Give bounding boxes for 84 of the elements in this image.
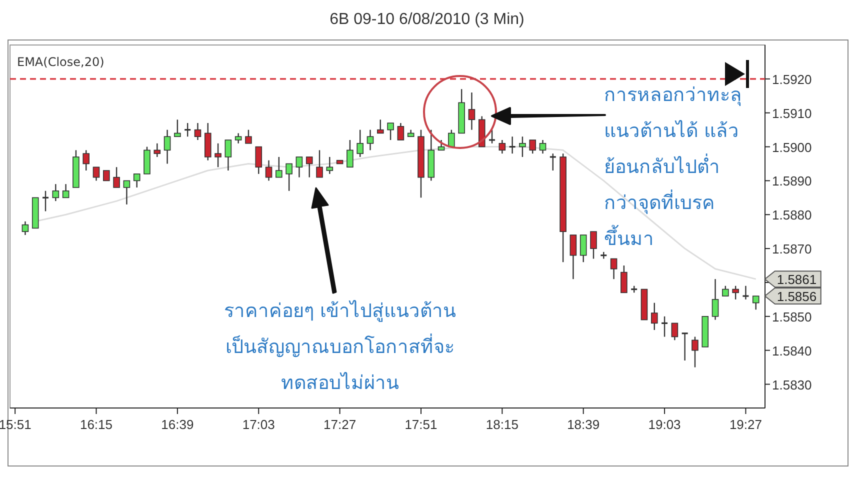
candlestick	[164, 129, 171, 164]
candlestick	[712, 278, 719, 320]
candlestick	[570, 234, 577, 280]
y-tick-label: 1.5890	[772, 174, 812, 189]
x-tick-label: 17:03	[242, 417, 275, 432]
candlestick	[722, 285, 729, 297]
x-tick-label: 18:15	[486, 417, 518, 432]
candlestick	[62, 183, 70, 198]
candlestick	[113, 166, 120, 188]
candlestick	[448, 129, 455, 148]
candlestick	[519, 136, 526, 158]
candlestick	[22, 220, 29, 236]
candlestick	[752, 295, 760, 310]
annotation: 1.5856	[776, 289, 817, 304]
candlestick	[387, 122, 394, 141]
y-tick-label: 1.5920	[772, 72, 812, 87]
candlestick	[590, 230, 597, 260]
candlestick	[549, 152, 557, 172]
candlestick	[52, 183, 60, 202]
y-tick-label: 1.5850	[772, 309, 812, 324]
candlestick	[468, 92, 476, 130]
candlestick	[681, 332, 689, 362]
candlestick	[742, 285, 750, 300]
candlestick	[265, 160, 272, 182]
annotation: EMA(Close,20)	[17, 55, 104, 69]
x-tick-label: 16:15	[80, 417, 113, 432]
candlestick	[732, 285, 739, 300]
x-tick-label: 18:39	[567, 417, 600, 432]
candlestick	[498, 139, 506, 154]
candlestick	[286, 163, 292, 192]
candlestick	[306, 156, 313, 178]
y-tick-label: 1.5910	[772, 106, 812, 121]
candlestick	[376, 119, 384, 134]
x-tick-label: 19:03	[648, 417, 681, 432]
candlestick	[650, 302, 658, 331]
candlestick	[103, 170, 110, 182]
candlestick	[214, 142, 222, 168]
candlestick	[123, 180, 130, 206]
candlestick	[316, 150, 323, 178]
y-tick-label: 1.5880	[772, 208, 812, 223]
x-tick-label: 17:51	[404, 417, 438, 432]
candlestick	[366, 129, 374, 151]
candlestick	[356, 129, 364, 158]
candlestick	[144, 146, 150, 175]
x-tick-label: 19:27	[729, 417, 762, 432]
candlestick	[539, 139, 546, 154]
candlestick	[326, 156, 334, 175]
x-tick-label: 17:27	[324, 417, 356, 432]
y-tick-label: 1.5870	[772, 242, 812, 257]
x-tick-label: 16:39	[161, 417, 194, 432]
candlestick	[620, 264, 628, 294]
candlestick	[580, 234, 587, 263]
candlestick	[245, 129, 252, 144]
candlestick	[692, 336, 698, 368]
annotation: 1.5861	[776, 272, 817, 288]
candlestick	[82, 150, 90, 172]
candlestick	[204, 122, 212, 161]
annotation: การหลอกว่าทะลุ แนวต้านได้ แล้ว ย้อนกลับไปต่ำ กว่าจุดที่เบรค ขึ้นมา	[604, 84, 742, 250]
candlestick	[184, 122, 192, 138]
y-tick-label: 1.5830	[772, 377, 812, 392]
candlestick	[276, 156, 282, 178]
candlestick	[92, 166, 100, 182]
candlestick	[529, 139, 536, 154]
candlestick	[660, 316, 668, 338]
candlestick	[346, 139, 354, 168]
candlestick	[234, 132, 242, 144]
annotation: ราคาค่อยๆ เข้าไปสู่แนวต้าน เป็นสัญญาณบอกโอกาสที่จะ ทดสอบไม่ผ่าน	[224, 300, 456, 394]
candlestick	[671, 322, 678, 341]
candlestick	[296, 156, 303, 178]
candlestick	[224, 139, 232, 172]
candlestick	[42, 190, 50, 212]
candlestick	[133, 173, 140, 188]
candlestick	[174, 119, 181, 138]
y-tick-label: 1.5840	[772, 343, 812, 358]
candlestick	[488, 129, 496, 144]
chart-title: 6B 09-10 6/08/2010 (3 Min)	[330, 11, 524, 28]
candlestick	[610, 258, 618, 280]
candlestick	[255, 146, 262, 175]
candlestick	[438, 139, 445, 151]
candlestick	[397, 122, 404, 141]
y-tick-label: 1.5900	[772, 140, 812, 155]
candlestick	[194, 122, 202, 141]
candlestick	[508, 136, 516, 154]
candlestick	[154, 142, 161, 158]
